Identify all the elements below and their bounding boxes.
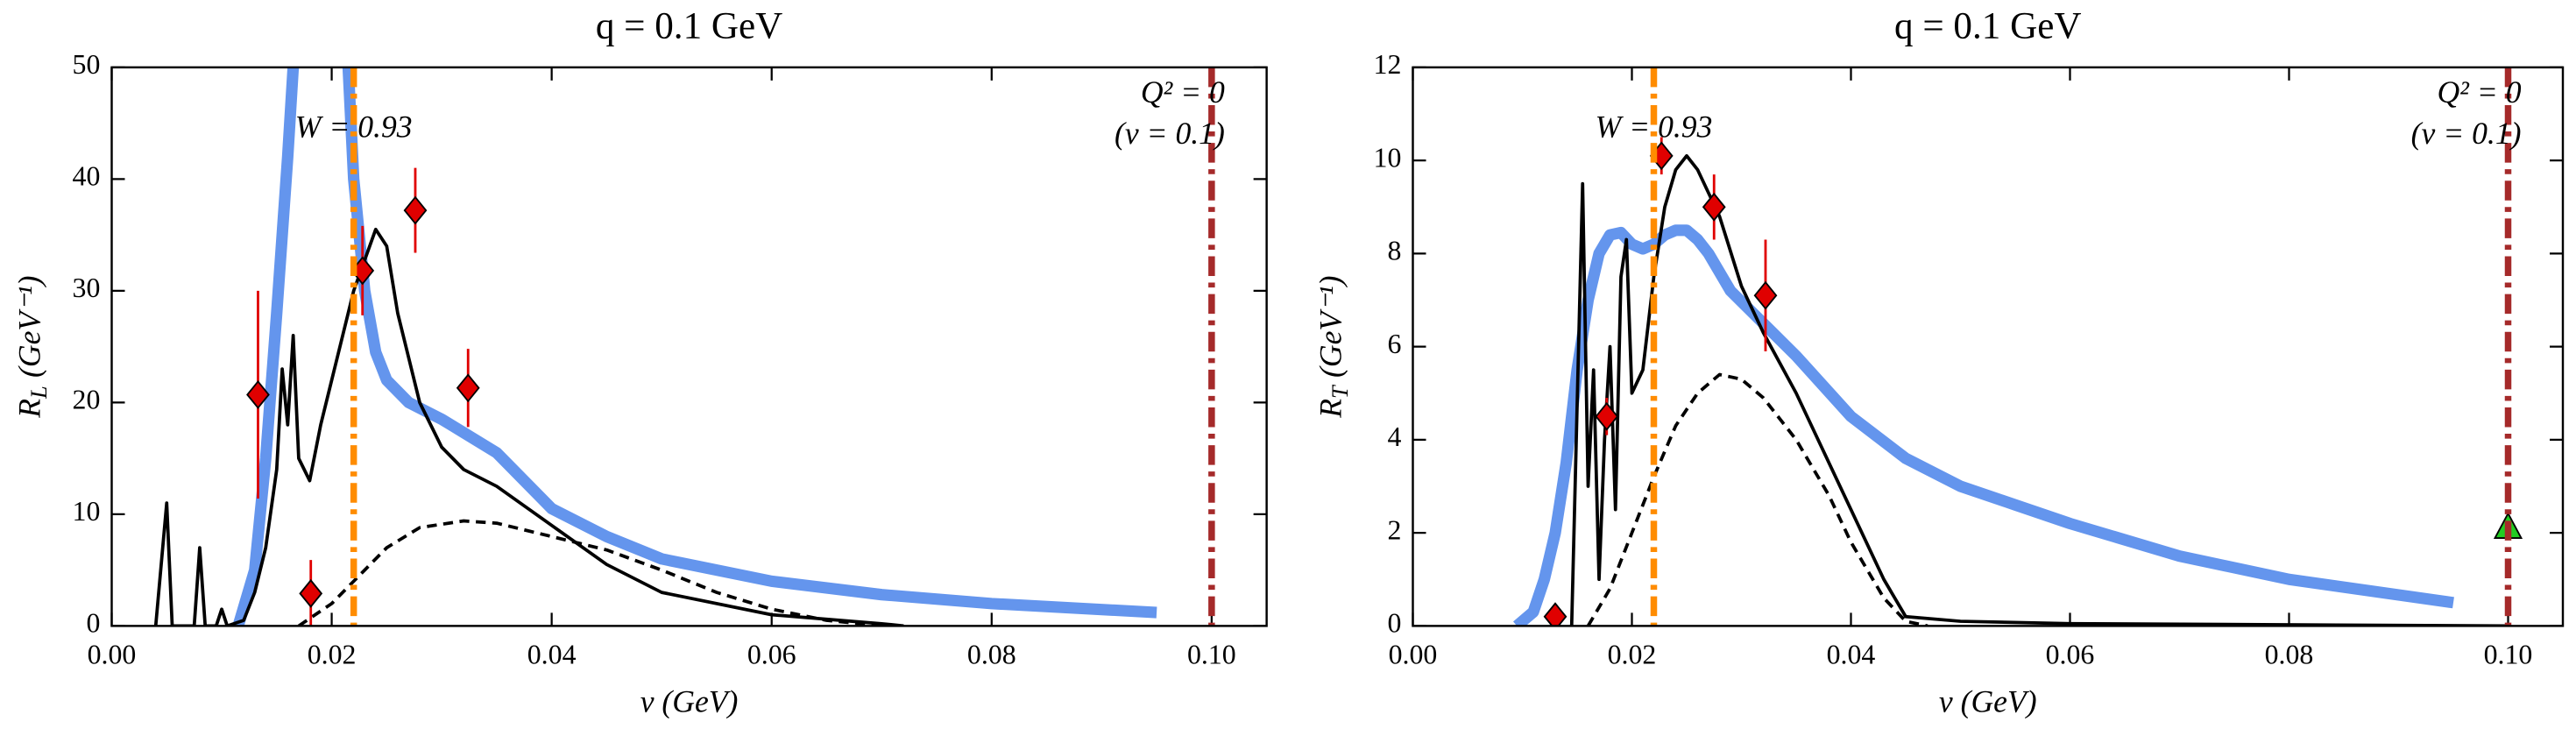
- y-label-symbol: R: [12, 399, 47, 419]
- curve: [1586, 372, 1928, 626]
- x-tick-label: 0.10: [1187, 639, 1236, 669]
- plot-area: [153, 67, 1157, 626]
- y-tick-label: 40: [73, 161, 101, 192]
- annotation: (ν = 0.1): [1115, 116, 1225, 151]
- x-tick-label: 0.04: [1827, 639, 1876, 669]
- x-tick-label: 0.02: [308, 639, 357, 669]
- data-point: [1702, 192, 1726, 222]
- y-label-symbol: R: [1313, 399, 1348, 419]
- y-tick-label: 8: [1387, 236, 1401, 266]
- x-tick-label: 0.08: [967, 639, 1016, 669]
- x-tick-label: 0.06: [2046, 639, 2095, 669]
- y-label-unit: (GeV⁻¹): [12, 276, 47, 378]
- y-tick-label: 10: [73, 496, 101, 527]
- x-tick-label: 0.08: [2265, 639, 2314, 669]
- y-tick-label: 12: [1374, 49, 1402, 80]
- y-tick-label: 0: [86, 608, 100, 639]
- y-tick-label: 2: [1387, 514, 1401, 545]
- y-label-subscript: L: [26, 386, 52, 400]
- x-tick-label: 0.06: [747, 639, 796, 669]
- data-point: [456, 373, 480, 403]
- data-point: [299, 578, 323, 608]
- curve: [232, 67, 1157, 626]
- data-point: [246, 379, 270, 409]
- x-tick-label: 0.02: [1608, 639, 1657, 669]
- x-tick-label: 0.10: [2484, 639, 2533, 669]
- y-label-subscript: T: [1327, 384, 1353, 399]
- data-point: [1595, 401, 1619, 431]
- x-axis-label: ν (GeV): [640, 684, 739, 719]
- plot-area: [1512, 137, 2523, 626]
- chart-title: q = 0.1 GeV: [596, 6, 782, 47]
- y-tick-label: 20: [73, 385, 101, 415]
- curve: [1569, 153, 2509, 626]
- y-axis-label: RL (GeV⁻¹): [12, 276, 52, 419]
- annotation: W = 0.93: [295, 109, 413, 144]
- y-label-unit: (GeV⁻¹): [1313, 276, 1348, 378]
- annotation: W = 0.93: [1596, 109, 1713, 144]
- annotation: Q² = 0: [1141, 74, 1225, 110]
- x-axis-label: ν (GeV): [1939, 684, 2037, 719]
- x-tick-label: 0.04: [527, 639, 577, 669]
- data-point: [1543, 602, 1568, 626]
- y-tick-label: 0: [1387, 608, 1401, 639]
- y-tick-label: 50: [73, 49, 101, 80]
- annotation: (ν = 0.1): [2411, 116, 2522, 151]
- annotation: Q² = 0: [2437, 74, 2521, 110]
- plot-frame: [1412, 66, 2565, 627]
- y-tick-label: 30: [73, 272, 101, 303]
- data-point: [403, 195, 428, 225]
- y-tick-label: 4: [1387, 421, 1401, 452]
- curve: [1512, 224, 2454, 626]
- data-point: [1753, 280, 1778, 310]
- curve: [297, 519, 882, 626]
- curve: [153, 227, 904, 626]
- y-axis-label: RT (GeV⁻¹): [1313, 276, 1353, 419]
- y-tick-label: 10: [1374, 142, 1402, 173]
- plot-frame: [110, 66, 1268, 627]
- x-tick-label: 0.00: [88, 639, 137, 669]
- chart-title: q = 0.1 GeV: [1894, 6, 2081, 47]
- y-tick-label: 6: [1387, 329, 1401, 359]
- x-tick-label: 0.00: [1389, 639, 1438, 669]
